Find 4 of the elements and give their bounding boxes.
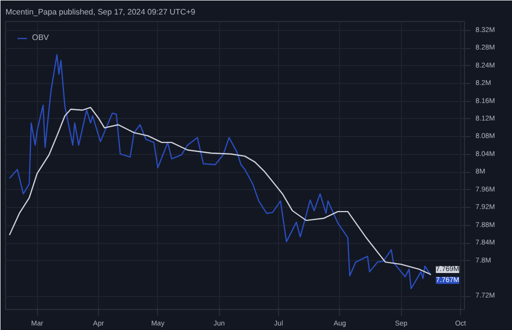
line-series (8, 54, 432, 290)
line-series (8, 106, 432, 276)
legend-label: OBV (32, 33, 50, 42)
chart-title: Mcentin_Papa published, Sep 17, 2024 09:27 UTC+9 (6, 8, 196, 16)
